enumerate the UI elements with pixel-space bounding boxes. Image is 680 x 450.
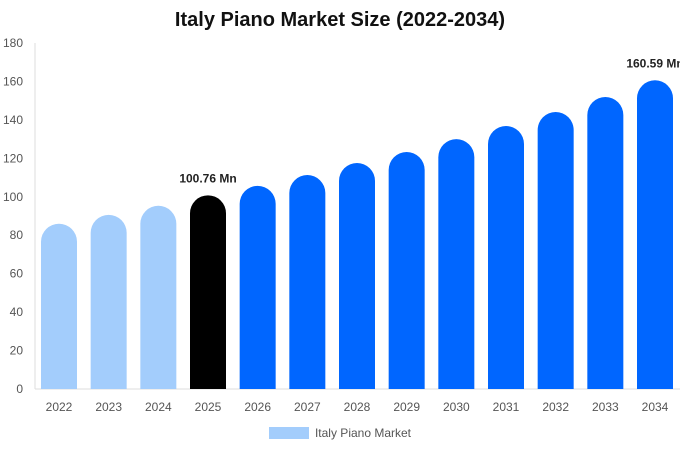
x-tick-label: 2027 [294,400,321,414]
bar-2033 [587,97,624,390]
legend: Italy Piano Market [0,426,680,440]
y-tick-label: 60 [10,267,24,281]
legend-swatch [268,427,309,439]
x-tick-label: 2031 [493,400,520,414]
x-tick-label: 2032 [542,400,569,414]
x-tick-label: 2023 [95,400,122,414]
y-tick-label: 20 [10,344,24,358]
bar-2029 [388,151,425,389]
y-tick-label: 160 [3,74,23,88]
bar-2024 [140,205,177,389]
y-tick-label: 140 [3,113,23,127]
bar-2022 [41,223,77,389]
bar-2032 [537,112,574,390]
bar-2023 [90,214,127,389]
legend-label: Italy Piano Market [314,426,412,440]
x-tick-label: 2028 [344,400,371,414]
bar-2025 [190,195,226,389]
x-tick-label: 2033 [592,400,619,414]
x-tick-label: 2034 [642,400,669,414]
bar-2031 [488,126,524,390]
chart-title: Italy Piano Market Size (2022-2034) [174,9,506,31]
x-tick-label: 2029 [393,400,420,414]
x-tick-label: 2026 [244,400,271,414]
y-tick-label: 40 [10,305,24,319]
bar-2030 [438,139,475,389]
y-tick-label: 180 [3,36,23,50]
x-tick-label: 2024 [145,400,172,414]
y-tick-label: 80 [10,228,24,242]
y-tick-label: 120 [3,151,23,165]
y-tick-label: 100 [3,190,23,204]
bar-2028 [339,162,375,389]
data-label-2034: 160.59 Mn [626,56,680,70]
x-tick-label: 2022 [46,400,73,414]
bar-2034 [637,80,673,389]
x-tick-label: 2025 [195,400,222,414]
x-tick-label: 2030 [443,400,470,414]
bar-2027 [289,175,326,389]
bar-2026 [239,185,276,389]
data-label-2025: 100.76 Mn [179,171,236,185]
y-tick-label: 0 [16,382,23,396]
